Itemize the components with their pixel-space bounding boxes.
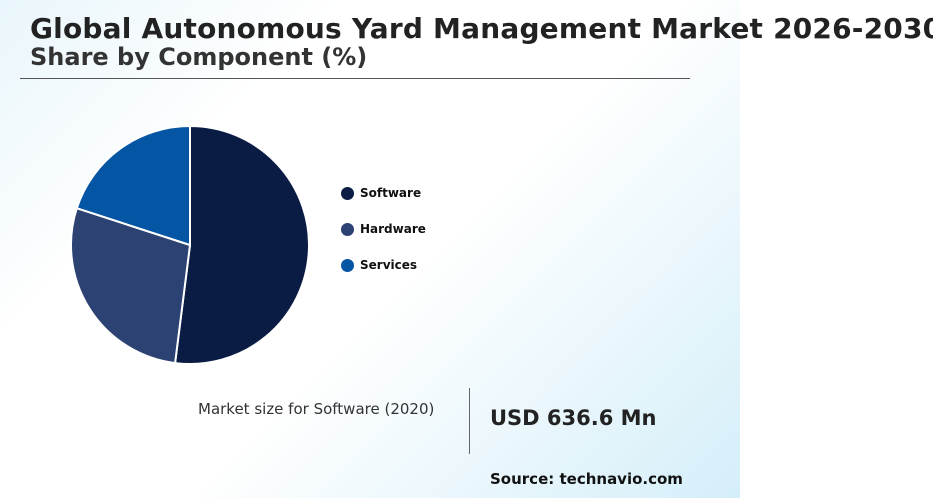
pie-slice-services: [75, 124, 191, 247]
pie-chart: [70, 124, 310, 365]
legend-label: Software: [360, 186, 422, 200]
source-credit: Source: technavio.com: [490, 470, 683, 488]
chart-title: Global Autonomous Yard Management Market…: [30, 12, 933, 45]
chart-legend: Software Hardware Services: [341, 175, 426, 283]
legend-swatch: [341, 222, 354, 236]
chart-subtitle: Share by Component (%): [30, 43, 368, 71]
pie-slice-hardware: [70, 206, 192, 365]
legend-swatch: [341, 186, 354, 200]
legend-label: Services: [360, 258, 418, 272]
legend-label: Hardware: [360, 222, 426, 236]
title-divider: [20, 78, 690, 79]
stat-divider: [469, 388, 470, 454]
legend-item-hardware: Hardware: [341, 211, 426, 247]
legend-item-software: Software: [341, 175, 426, 211]
legend-swatch: [341, 258, 354, 272]
pie-slice-software: [173, 124, 310, 365]
legend-item-services: Services: [341, 247, 426, 283]
market-size-value: USD 636.6 Mn: [490, 406, 657, 430]
market-size-label: Market size for Software (2020): [198, 400, 435, 418]
